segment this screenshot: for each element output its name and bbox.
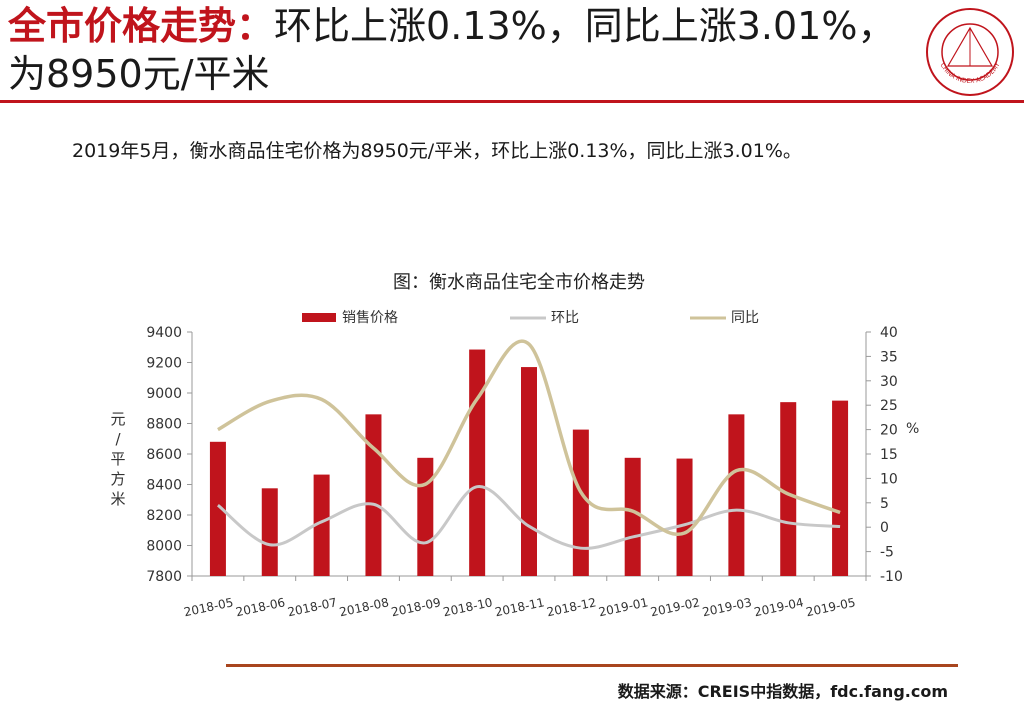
page-headline: 全市价格走势：环比上涨0.13%，同比上涨3.01%，为8950元/平米 xyxy=(8,2,908,98)
left-axis-tick-label: 7800 xyxy=(146,569,182,585)
mom-line xyxy=(216,485,841,550)
price-bar xyxy=(728,414,745,576)
x-axis-tick-label: 2019-04 xyxy=(753,595,805,619)
right-axis-tick-label: 40 xyxy=(880,325,898,341)
left-axis: 7800 8000 8200 8400 8600 8800 9000 9200 9400 xyxy=(146,325,193,585)
right-axis: -10 -5 0 5 10 15 20 25 30 35 40 xyxy=(865,325,903,585)
left-axis-tick-label: 9400 xyxy=(146,325,182,341)
left-axis-title-char: / xyxy=(115,430,121,448)
left-axis-title-char: 元 xyxy=(110,410,125,428)
left-axis-tick-label: 8400 xyxy=(146,478,182,494)
right-axis-tick-label: 35 xyxy=(880,349,898,365)
price-bar xyxy=(261,488,278,576)
price-bar xyxy=(572,429,589,576)
left-axis-tick-label: 9000 xyxy=(146,386,182,402)
x-axis-tick-label: 2018-11 xyxy=(494,595,546,619)
price-bar xyxy=(780,402,797,576)
data-source: 数据来源：CREIS中指数据，fdc.fang.com xyxy=(617,682,948,701)
headline-text: 环比上涨0.13%，同比上涨3.01%，为8950元/平米 xyxy=(8,4,896,96)
price-bar xyxy=(676,458,693,576)
price-bar xyxy=(365,414,382,576)
price-bar xyxy=(624,457,641,576)
price-bars xyxy=(209,349,849,576)
x-axis-tick-label: 2019-05 xyxy=(805,595,857,619)
footer-divider xyxy=(226,664,958,667)
x-axis-tick-label: 2019-03 xyxy=(701,595,753,619)
legend-label-yoy: 同比 xyxy=(731,310,759,326)
left-axis-tick-label: 8000 xyxy=(146,539,182,555)
price-bar xyxy=(521,367,537,576)
legend-label-price: 销售价格 xyxy=(342,310,398,326)
right-axis-tick-label: 5 xyxy=(880,496,889,512)
left-axis-title: 元 / 平 方 米 xyxy=(110,410,125,508)
left-axis-tick-label: 9200 xyxy=(146,356,182,372)
chart-title: 图：衡水商品住宅全市价格走势 xyxy=(393,272,645,293)
x-axis-tick-label: 2018-12 xyxy=(546,595,598,619)
x-axis-tick-label: 2018-09 xyxy=(390,595,442,619)
x-axis-tick-label: 2018-05 xyxy=(183,595,235,619)
x-axis-tick-label: 2018-06 xyxy=(234,595,286,619)
left-axis-title-char: 平 xyxy=(110,450,125,468)
right-axis-tick-label: -5 xyxy=(880,545,894,561)
left-axis-tick-label: 8200 xyxy=(146,508,182,524)
right-axis-tick-label: 30 xyxy=(880,374,898,390)
right-axis-tick-label: 25 xyxy=(880,398,898,414)
x-axis-tick-label: 2019-01 xyxy=(597,595,649,619)
headline-highlight: 全市价格走势： xyxy=(8,4,275,48)
price-bar xyxy=(417,457,434,576)
x-axis-tick-label: 2018-07 xyxy=(286,595,338,619)
legend-swatch-price xyxy=(302,313,336,322)
x-axis-tick-label: 2018-08 xyxy=(338,595,390,619)
price-bar xyxy=(209,441,226,576)
legend-label-mom: 环比 xyxy=(551,310,579,326)
right-axis-tick-label: 20 xyxy=(880,423,898,439)
summary-text: 2019年5月，衡水商品住宅价格为8950元/平米，环比上涨0.13%，同比上涨… xyxy=(72,140,802,162)
price-bar xyxy=(832,400,849,576)
x-axis-tick-label: 2019-02 xyxy=(649,595,701,619)
china-index-academy-logo: CHINA INDEX ACADEMY xyxy=(926,8,1014,96)
yoy-line xyxy=(217,339,841,537)
left-axis-title-char: 方 xyxy=(110,470,125,488)
right-axis-tick-label: 0 xyxy=(880,520,889,536)
right-axis-tick-label: -10 xyxy=(880,569,903,585)
left-axis-title-char: 米 xyxy=(110,490,125,508)
header-divider xyxy=(0,100,1024,103)
right-axis-tick-label: 10 xyxy=(880,471,898,487)
price-bar xyxy=(469,349,486,576)
chart-legend: 销售价格 环比 同比 xyxy=(302,310,759,326)
x-axis-tick-label: 2018-10 xyxy=(442,595,494,619)
right-axis-unit: % xyxy=(906,421,919,437)
left-axis-tick-label: 8800 xyxy=(146,417,182,433)
x-axis-labels: 2018-05 2018-06 2018-07 2018-08 2018-09 2018-… xyxy=(183,576,867,619)
price-bar xyxy=(313,474,330,576)
right-axis-tick-label: 15 xyxy=(880,447,898,463)
left-axis-tick-label: 8600 xyxy=(146,447,182,463)
